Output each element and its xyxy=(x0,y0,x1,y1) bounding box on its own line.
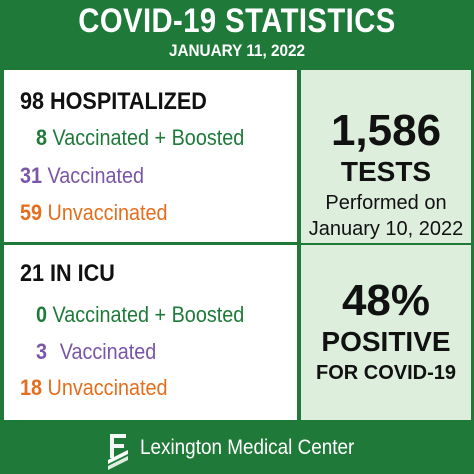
footer-org-name: Lexington Medical Center xyxy=(140,436,355,459)
icu-count: 21 xyxy=(20,260,45,287)
summary-divider xyxy=(301,243,471,245)
hosp-vaccinated-num: 31 xyxy=(20,163,43,188)
hosp-unvaccinated-label: Unvaccinated xyxy=(47,200,168,225)
icu-unvaccinated-num: 18 xyxy=(20,375,43,400)
hospitalized-row-boosted: 8 Vaccinated + Boosted xyxy=(36,125,244,151)
icu-heading: 21 IN ICU xyxy=(20,260,115,288)
icu-row-unvaccinated: 18 Unvaccinated xyxy=(20,375,168,401)
positivity-percent: 48% xyxy=(341,276,431,325)
icu-unvaccinated-label: Unvaccinated xyxy=(47,375,168,400)
tests-line1: Performed on xyxy=(325,192,447,214)
summary-panel: 1,586 TESTS Performed on January 10, 202… xyxy=(301,70,471,420)
hosp-boosted-num: 8 xyxy=(36,125,48,150)
icu-panel: 21 IN ICU 0 Vaccinated + Boosted 3 Vacci… xyxy=(4,245,297,420)
positivity-sub: FOR COVID-19 xyxy=(315,362,457,384)
hosp-unvaccinated-num: 59 xyxy=(20,200,43,225)
header-date: JANUARY 11, 2022 xyxy=(168,41,306,60)
icu-boosted-num: 0 xyxy=(36,302,48,327)
hospitalized-row-vaccinated: 31 Vaccinated xyxy=(20,163,144,189)
tests-count: 1,586 xyxy=(330,106,442,155)
icu-row-boosted: 0 Vaccinated + Boosted xyxy=(36,302,244,328)
icu-row-vaccinated: 3 Vaccinated xyxy=(36,339,156,365)
lexington-logo-icon xyxy=(108,434,128,470)
hospitalized-row-unvaccinated: 59 Unvaccinated xyxy=(20,200,168,226)
icu-vaccinated-num: 3 xyxy=(36,339,48,364)
positivity-label: POSITIVE xyxy=(321,326,451,357)
icu-label: IN ICU xyxy=(50,260,115,287)
hospitalized-count: 98 xyxy=(20,88,45,115)
hosp-vaccinated-label: Vaccinated xyxy=(47,163,145,188)
hospitalized-panel: 98 HOSPITALIZED 8 Vaccinated + Boosted 3… xyxy=(4,70,297,242)
hospitalized-label: HOSPITALIZED xyxy=(50,88,207,115)
header-title: COVID-19 STATISTICS xyxy=(78,2,396,40)
hospitalized-heading: 98 HOSPITALIZED xyxy=(20,88,207,116)
tests-label: TESTS xyxy=(340,156,432,187)
hosp-boosted-label: Vaccinated + Boosted xyxy=(52,125,245,150)
icu-boosted-label: Vaccinated + Boosted xyxy=(52,302,245,327)
tests-line2: January 10, 2022 xyxy=(308,218,464,240)
icu-vaccinated-label: Vaccinated xyxy=(59,339,157,364)
